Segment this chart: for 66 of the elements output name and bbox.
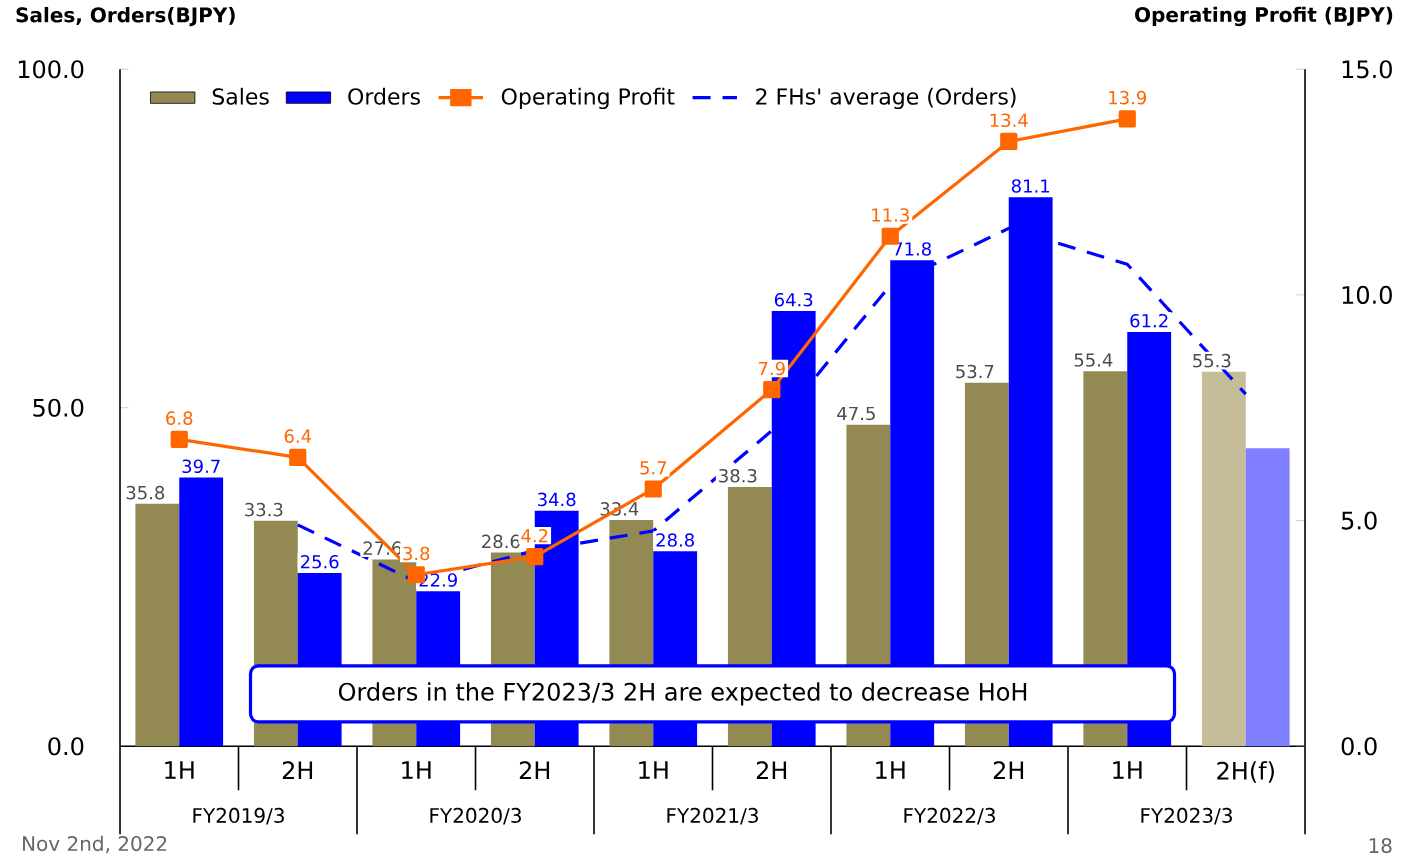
x-tick-label: 1H	[165, 761, 194, 779]
x-tick-label: 1H	[402, 761, 431, 779]
x-tick-label: 2H(f)	[1217, 761, 1274, 783]
text: FY2022/3	[904, 807, 995, 825]
data-label: 13.9	[1109, 90, 1147, 105]
data-label: 47.5	[837, 406, 875, 421]
point	[763, 380, 781, 399]
point	[644, 480, 662, 498]
x-tick-label: 2H	[756, 761, 787, 780]
x-tick-label: 2H	[993, 761, 1024, 780]
data-label: 13.4	[990, 113, 1028, 127]
x-tick-label: 1H	[876, 761, 905, 779]
text: FY2023/3	[1141, 807, 1232, 825]
data-label: 5.7	[640, 461, 667, 475]
bar	[135, 503, 180, 747]
annotation: Orders in the FY2023/3 2H are expected to decrease HoH	[338, 682, 1027, 706]
data-label: 81.1	[1011, 179, 1050, 193]
data-label: 55.4	[1074, 353, 1113, 367]
point	[526, 547, 544, 566]
y2-tick-label: 15.0	[1342, 60, 1392, 79]
x-tick-label: 1H	[639, 761, 668, 779]
legend-label: Sales	[212, 87, 269, 105]
data-label: 33.3	[245, 502, 283, 517]
data-label: 3.8	[403, 546, 430, 561]
data-label: 34.8	[538, 492, 576, 507]
data-label: 28.8	[656, 533, 694, 547]
text: FY2019/3	[193, 807, 284, 825]
data-label: 25.6	[300, 554, 339, 569]
data-label: 64.3	[774, 292, 813, 307]
y2-tick-label: 10.0	[1342, 285, 1392, 304]
data-label: 4.2	[521, 528, 548, 543]
text: FY2020/3	[430, 807, 521, 825]
data-label: 11.3	[872, 208, 909, 222]
data-label: 39.7	[182, 459, 220, 473]
point	[1000, 132, 1018, 150]
data-label: 35.8	[126, 485, 165, 500]
legend-label: 2 FHs' average (Orders)	[756, 87, 1016, 109]
x-tick-label: 1H	[1113, 761, 1142, 779]
y2-axis-title: Operating Profit (BJPY)	[1135, 6, 1393, 27]
point	[289, 448, 307, 466]
point	[1118, 110, 1136, 128]
data-label: 28.6	[482, 534, 520, 549]
x-tick-label: 2H	[519, 761, 550, 780]
data-label: 6.4	[284, 429, 312, 443]
y-tick-label: 100.0	[18, 60, 84, 79]
point	[170, 430, 188, 448]
data-label: 53.7	[956, 364, 994, 379]
bar	[1245, 448, 1290, 747]
text: Nov 2nd, 2022	[23, 835, 167, 854]
y2-tick-label: 5.0	[1341, 511, 1377, 530]
y-tick-label: 50.0	[33, 398, 84, 417]
data-label: 6.8	[166, 411, 193, 425]
y-axis-title: Sales, Orders(BJPY)	[16, 6, 235, 27]
data-label: 61.2	[1130, 313, 1168, 328]
data-label: 38.3	[719, 468, 757, 483]
text: 18	[1369, 837, 1392, 854]
legend-label: Operating Profit	[501, 87, 675, 109]
y-tick-label: 0.0	[48, 737, 84, 756]
data-label: 55.3	[1193, 353, 1231, 368]
y2-tick-label: 0.0	[1341, 737, 1377, 756]
bar	[1201, 371, 1246, 747]
text: FY2021/3	[667, 807, 758, 825]
x-tick-label: 2H	[282, 761, 313, 780]
legend-label: Orders	[348, 87, 420, 105]
data-label: 7.9	[758, 361, 785, 376]
bar	[179, 477, 224, 747]
